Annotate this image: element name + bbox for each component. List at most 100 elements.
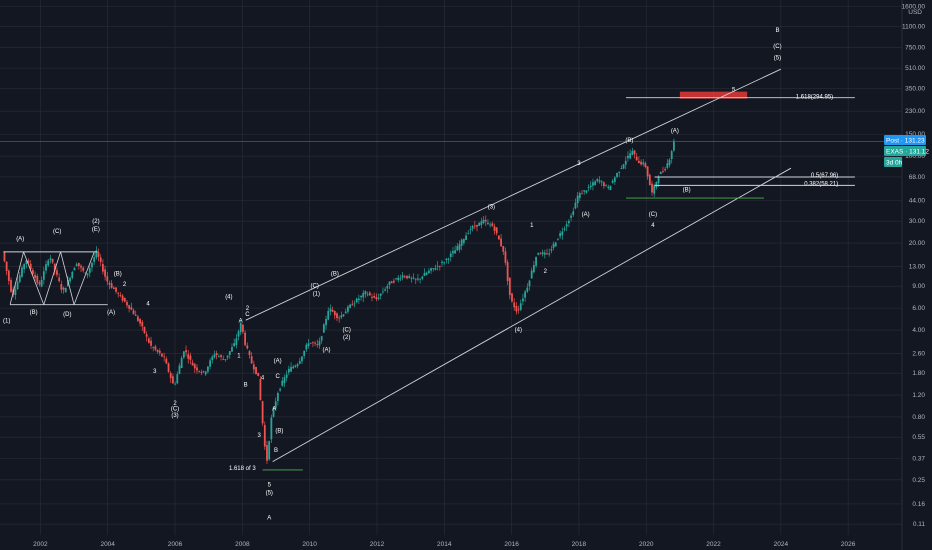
candle-body <box>29 263 32 270</box>
candle-body <box>156 349 159 352</box>
candle-body <box>73 267 76 271</box>
candle-body <box>75 264 78 267</box>
candle-body <box>281 380 284 386</box>
wave-label: 5 <box>732 88 736 94</box>
candle-body <box>77 262 80 266</box>
price-axis[interactable]: 1600.00 1100.00 750.00 510.00 350.00 230.00 15… <box>902 3 926 528</box>
x-tick-label: 2024 <box>774 541 789 548</box>
candle-body <box>196 367 198 371</box>
candle-body <box>410 277 413 279</box>
candle-body <box>578 193 581 198</box>
candle-body <box>583 190 586 192</box>
wave-label: A <box>272 407 276 413</box>
candle-body <box>360 295 362 298</box>
price-tag-label: Post · 131.23 <box>886 138 925 145</box>
candle-body <box>58 277 61 282</box>
candle-body <box>489 224 492 226</box>
wave-label: 1 <box>237 354 241 360</box>
candle-body <box>270 417 273 440</box>
line-upper-channel <box>245 68 782 321</box>
candle-body <box>204 371 207 375</box>
candle-body <box>161 353 163 357</box>
candle-body <box>71 271 74 278</box>
candle-body <box>123 297 126 302</box>
wave-label: (4) <box>225 294 232 300</box>
wave-label: (A) <box>322 347 330 353</box>
candle-body <box>576 195 579 204</box>
x-tick-label: 2020 <box>639 541 654 548</box>
candle-body <box>572 211 575 215</box>
candle-body <box>430 268 432 271</box>
candle-body <box>329 308 332 312</box>
candle-body <box>53 263 56 271</box>
candle-body <box>294 365 297 367</box>
candle-body <box>309 342 312 344</box>
candle-body <box>620 168 623 169</box>
line-lower-channel <box>272 167 792 463</box>
time-axis[interactable]: 2002 2004 2006 2008 2010 2012 2014 2016 2018 2020… <box>33 541 856 548</box>
candle-body <box>272 407 275 417</box>
candle-body <box>613 177 616 182</box>
wave-label: (C) <box>53 229 61 235</box>
candle-body <box>211 356 214 361</box>
candle-body <box>417 278 419 280</box>
candle-body <box>476 224 478 227</box>
candle-body <box>456 246 459 251</box>
candle-body <box>460 239 463 246</box>
candle-body <box>248 351 251 356</box>
candle-body <box>154 346 157 350</box>
candle-body <box>99 257 102 262</box>
candle-body <box>438 266 441 267</box>
candle-body <box>585 190 588 193</box>
candle-body <box>134 314 137 316</box>
y-tick-label: 230.00 <box>905 108 925 115</box>
candle-body <box>528 280 531 287</box>
candle-body <box>659 171 662 175</box>
y-tick-label: 0.55 <box>912 434 925 441</box>
candle-body <box>257 372 260 377</box>
candle-body <box>419 278 422 280</box>
wave-label: (C) <box>171 407 179 413</box>
triangle-leg <box>43 251 61 305</box>
candle-body <box>642 162 645 165</box>
candle-body <box>344 311 347 314</box>
y-tick-label: 1600.00 <box>902 3 926 10</box>
candle-body <box>637 160 640 164</box>
wave-label: (B) <box>275 429 283 435</box>
candle-body <box>325 318 327 326</box>
candle-body <box>97 252 100 257</box>
candle-body <box>222 359 225 361</box>
candle-body <box>443 262 446 264</box>
candle-body <box>182 351 185 358</box>
candle-body <box>80 265 82 268</box>
candle-body <box>235 338 238 346</box>
candle-body <box>500 238 502 247</box>
candle-body <box>646 166 649 177</box>
candle-body <box>537 252 540 255</box>
candle-body <box>353 303 356 305</box>
candle-body <box>296 364 299 367</box>
candle-body <box>497 235 500 240</box>
wave-label: (A) <box>274 358 282 364</box>
candle-body <box>5 261 8 271</box>
candle-body <box>427 270 430 273</box>
y-tick-label: 4.00 <box>912 327 925 334</box>
candle-body <box>473 225 476 227</box>
candle-body <box>651 183 653 193</box>
candle-body <box>252 364 255 370</box>
candle-body <box>217 356 220 358</box>
candle-body <box>399 278 402 280</box>
candle-body <box>672 140 675 151</box>
candle-body <box>172 376 174 384</box>
candle-body <box>250 356 253 364</box>
candle-body <box>408 276 411 278</box>
y-tick-label: 44.00 <box>909 197 926 204</box>
candle-body <box>18 275 21 282</box>
x-tick-label: 2012 <box>370 541 385 548</box>
candle-body <box>231 347 233 352</box>
candle-body <box>465 235 467 240</box>
wave-label: (5) <box>266 491 273 497</box>
candle-body <box>565 224 568 227</box>
wave-label: (A) <box>582 212 590 218</box>
